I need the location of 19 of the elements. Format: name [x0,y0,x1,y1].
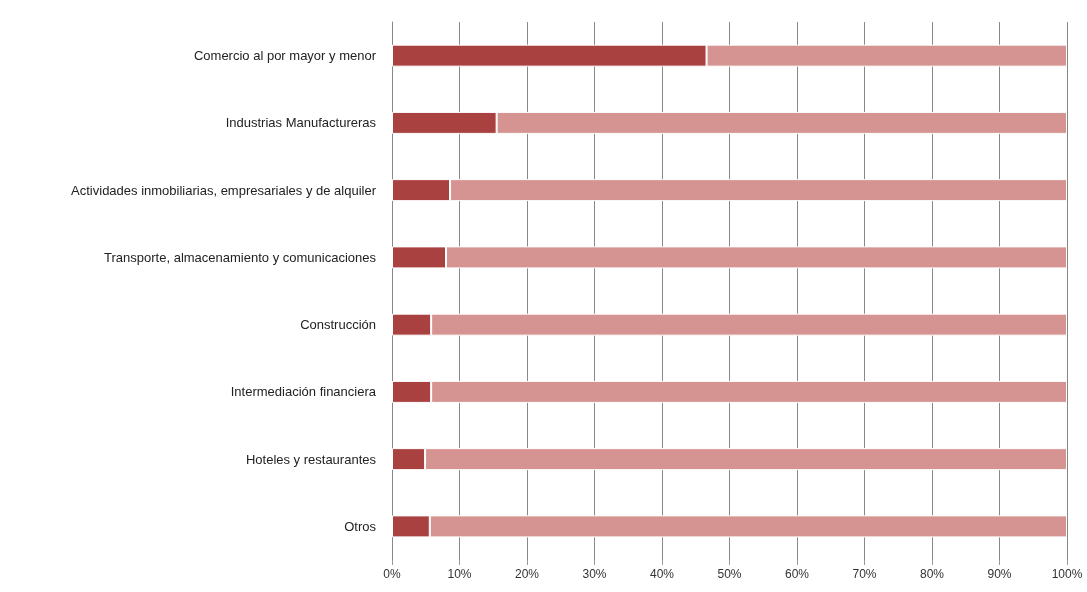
x-tick-label: 50% [717,567,742,581]
x-tick-label: 80% [919,567,945,581]
y-tick-label: Transporte, almacenamiento y comunicaciones [104,249,377,265]
x-tick-label: 20% [514,567,540,581]
x-tick-label: 0% [383,567,401,581]
x-tick-label: 40% [649,567,675,581]
y-tick-label: Intermediación financiera [230,384,377,400]
x-tick-label: 60% [784,567,810,581]
x-tick-label: 30% [582,567,607,581]
x-tick-label: 90% [987,567,1012,581]
x-tick-label: 10% [447,567,472,581]
y-tick-label: Hoteles y restaurantes [245,451,377,467]
y-tick-label: Industrias Manufactureras [225,115,377,131]
x-tick-label: 100% [1051,567,1083,581]
x-tick-label: 70% [852,567,877,581]
y-tick-label: Comercio al por mayor y menor [193,48,377,64]
y-tick-label: Actividades inmobiliarias, empresariales y de alquiler [71,182,377,198]
y-tick-label: Otros [344,518,377,534]
y-tick-label: Construcción [300,317,376,333]
